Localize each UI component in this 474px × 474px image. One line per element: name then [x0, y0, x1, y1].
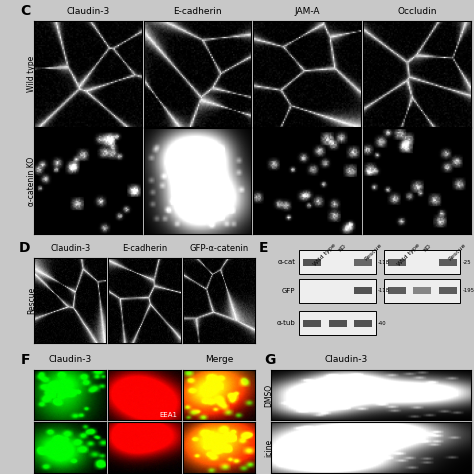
Bar [354, 288, 372, 294]
Text: Rescue: Rescue [448, 243, 467, 262]
Text: GFP: GFP [282, 288, 295, 293]
Bar [328, 320, 346, 327]
Text: EEA1: EEA1 [160, 412, 178, 419]
Text: E: E [258, 241, 268, 255]
Text: α-cat: α-cat [277, 259, 295, 265]
Y-axis label: DMSO: DMSO [264, 383, 273, 407]
Text: D: D [18, 241, 30, 255]
Text: JAM-A: JAM-A [294, 7, 320, 16]
Text: E-cadherin: E-cadherin [173, 7, 222, 16]
Text: -118: -118 [378, 288, 390, 293]
Text: -118: -118 [378, 260, 390, 265]
Bar [300, 311, 376, 335]
Bar [439, 288, 456, 294]
Y-axis label: α-catenin KO: α-catenin KO [27, 156, 36, 206]
Text: -40: -40 [378, 321, 386, 326]
Bar [354, 259, 372, 266]
Y-axis label: Wild type: Wild type [27, 56, 36, 92]
Bar [413, 288, 431, 294]
Bar [384, 279, 460, 302]
Text: -195: -195 [463, 288, 474, 293]
Y-axis label: icine: icine [264, 438, 273, 457]
Bar [439, 259, 456, 266]
Text: GFP-α-catenin: GFP-α-catenin [189, 244, 248, 253]
Bar [300, 250, 376, 274]
Text: G: G [264, 353, 276, 367]
Text: Wild type: Wild type [312, 243, 337, 267]
Text: Claudin-3: Claudin-3 [50, 244, 91, 253]
Bar [388, 288, 406, 294]
Text: Occludin: Occludin [397, 7, 437, 16]
Text: Merge: Merge [205, 356, 233, 364]
Text: Claudin-3: Claudin-3 [66, 7, 109, 16]
Bar [303, 259, 321, 266]
Bar [354, 320, 372, 327]
Bar [384, 250, 460, 274]
Text: Wild type: Wild type [397, 243, 421, 267]
Text: Claudin-3: Claudin-3 [324, 356, 367, 364]
Text: F: F [20, 353, 30, 367]
Text: KO: KO [337, 243, 347, 252]
Text: KO: KO [422, 243, 432, 252]
Bar [303, 320, 321, 327]
Text: α-tub: α-tub [276, 320, 295, 326]
Text: Claudin-3: Claudin-3 [49, 356, 92, 364]
Text: E-cadherin: E-cadherin [122, 244, 167, 253]
Bar [388, 259, 406, 266]
Text: C: C [20, 4, 30, 18]
Bar [300, 279, 376, 302]
Text: -25: -25 [463, 260, 471, 265]
Text: Rescue: Rescue [363, 243, 383, 262]
Y-axis label: Rescue: Rescue [27, 287, 36, 314]
